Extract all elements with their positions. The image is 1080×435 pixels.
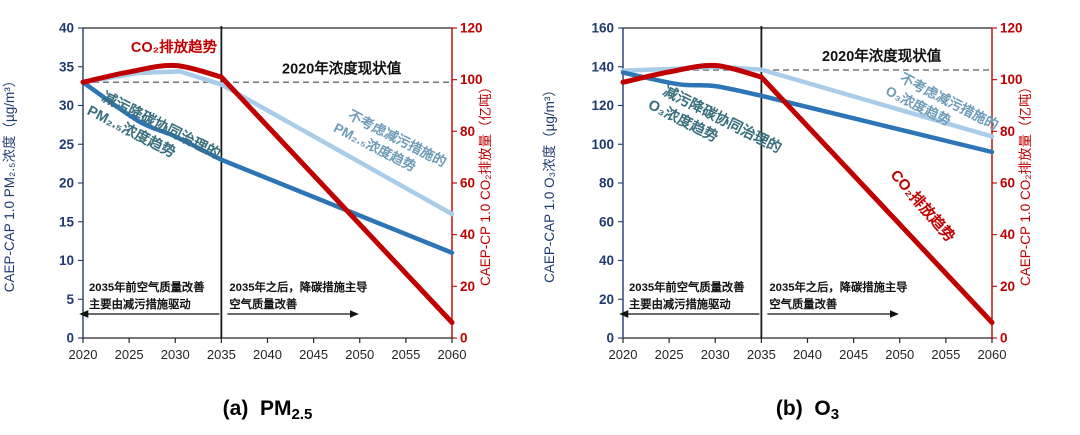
svg-text:10: 10	[59, 253, 74, 268]
svg-text:15: 15	[59, 214, 75, 229]
svg-text:60: 60	[599, 214, 614, 229]
svg-text:2035年前空气质量改善: 2035年前空气质量改善	[629, 280, 745, 294]
svg-text:2045: 2045	[839, 347, 868, 362]
svg-text:20: 20	[599, 292, 614, 307]
svg-text:2020年浓度现状值: 2020年浓度现状值	[822, 47, 942, 65]
svg-text:CAEP-CAP 1.0 PM₂.₅浓度（µg/m³）: CAEP-CAP 1.0 PM₂.₅浓度（µg/m³）	[2, 74, 17, 293]
svg-text:CAEP-CP 1.0 CO₂排放量（亿吨）: CAEP-CP 1.0 CO₂排放量（亿吨）	[478, 80, 493, 286]
svg-text:2025: 2025	[115, 347, 144, 362]
svg-text:80: 80	[460, 124, 475, 139]
svg-text:2030: 2030	[161, 347, 190, 362]
svg-text:2040: 2040	[793, 347, 822, 362]
svg-text:2050: 2050	[885, 347, 914, 362]
svg-text:2055: 2055	[391, 347, 420, 362]
svg-text:2020: 2020	[69, 347, 98, 362]
svg-text:(b) O3: (b) O3	[776, 397, 839, 423]
svg-text:40: 40	[460, 227, 475, 242]
svg-text:2055: 2055	[931, 347, 960, 362]
svg-text:CAEP-CP 1.0 CO₂排放量（亿吨）: CAEP-CP 1.0 CO₂排放量（亿吨）	[1018, 80, 1033, 286]
svg-text:2045: 2045	[299, 347, 328, 362]
svg-text:80: 80	[599, 176, 614, 191]
svg-text:CO₂排放趋势: CO₂排放趋势	[887, 166, 959, 245]
svg-text:60: 60	[460, 176, 475, 191]
svg-text:5: 5	[66, 292, 74, 307]
svg-text:主要由减污措施驱动: 主要由减污措施驱动	[89, 297, 191, 311]
svg-text:2035年前空气质量改善: 2035年前空气质量改善	[89, 280, 205, 294]
svg-text:25: 25	[59, 137, 75, 152]
svg-text:2035年之后，降碳措施主导: 2035年之后，降碳措施主导	[769, 280, 907, 294]
svg-text:140: 140	[591, 59, 614, 74]
svg-text:0: 0	[606, 331, 614, 346]
svg-text:30: 30	[59, 98, 74, 113]
svg-text:120: 120	[460, 21, 483, 36]
svg-text:160: 160	[591, 21, 614, 36]
svg-text:2040: 2040	[253, 347, 282, 362]
svg-text:0: 0	[460, 331, 468, 346]
svg-text:35: 35	[59, 59, 75, 74]
svg-text:120: 120	[1000, 21, 1023, 36]
svg-text:60: 60	[1000, 176, 1015, 191]
svg-text:40: 40	[1000, 227, 1015, 242]
svg-text:0: 0	[1000, 331, 1008, 346]
svg-text:2060: 2060	[978, 347, 1007, 362]
svg-text:120: 120	[591, 98, 614, 113]
svg-text:20: 20	[1000, 279, 1015, 294]
svg-text:2050: 2050	[345, 347, 374, 362]
svg-text:空气质量改善: 空气质量改善	[229, 297, 297, 311]
svg-text:2030: 2030	[701, 347, 730, 362]
svg-text:2020年浓度现状值: 2020年浓度现状值	[282, 59, 402, 77]
svg-text:空气质量改善: 空气质量改善	[769, 297, 837, 311]
svg-text:主要由减污措施驱动: 主要由减污措施驱动	[629, 297, 731, 311]
svg-text:2035年之后，降碳措施主导: 2035年之后，降碳措施主导	[229, 280, 367, 294]
svg-text:2025: 2025	[655, 347, 684, 362]
svg-text:2020: 2020	[609, 347, 638, 362]
svg-text:40: 40	[599, 253, 614, 268]
svg-text:80: 80	[1000, 124, 1015, 139]
svg-text:40: 40	[59, 21, 74, 36]
svg-text:2035: 2035	[207, 347, 236, 362]
svg-text:(a) PM2.5: (a) PM2.5	[223, 397, 313, 423]
svg-text:CO₂排放趋势: CO₂排放趋势	[131, 38, 218, 56]
svg-text:20: 20	[59, 176, 74, 191]
svg-text:2035: 2035	[747, 347, 776, 362]
svg-text:2060: 2060	[438, 347, 467, 362]
svg-text:100: 100	[591, 137, 614, 152]
svg-text:0: 0	[66, 331, 74, 346]
svg-text:CAEP-CAP 1.0 O₃浓度（µg/m³）: CAEP-CAP 1.0 O₃浓度（µg/m³）	[542, 83, 557, 283]
svg-text:20: 20	[460, 279, 475, 294]
